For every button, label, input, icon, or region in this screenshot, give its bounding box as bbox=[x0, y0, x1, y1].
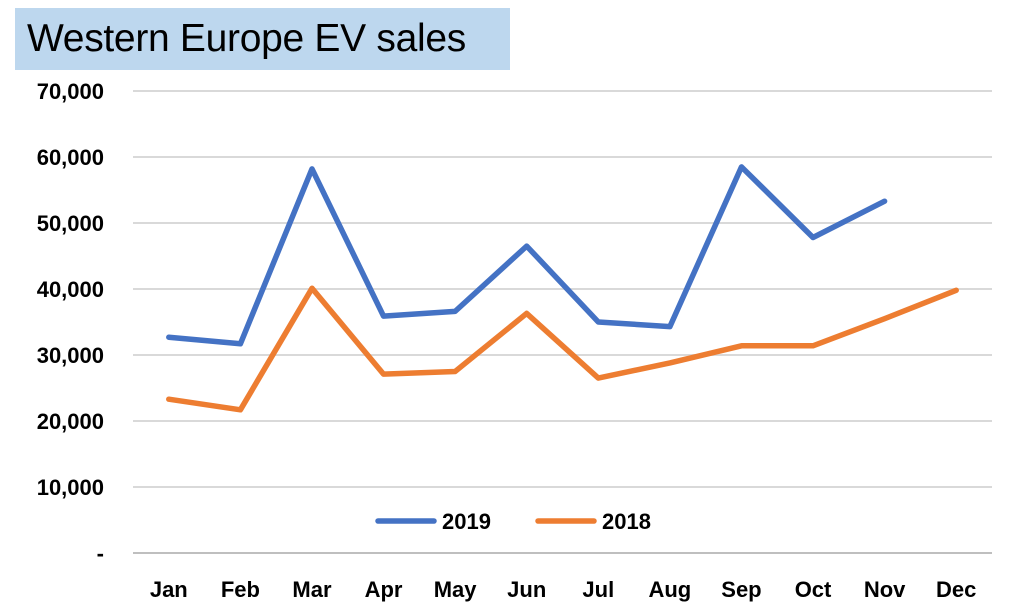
x-tick-label: Dec bbox=[936, 577, 976, 602]
y-tick-label: 70,000 bbox=[37, 79, 104, 104]
y-tick-label: 30,000 bbox=[37, 343, 104, 368]
x-tick-label: Jul bbox=[582, 577, 614, 602]
y-tick-label: 20,000 bbox=[37, 409, 104, 434]
x-tick-label: Aug bbox=[648, 577, 691, 602]
x-tick-label: Jan bbox=[150, 577, 188, 602]
series-line-2019 bbox=[166, 164, 888, 347]
y-tick-label: - bbox=[97, 541, 104, 566]
chart-title: Western Europe EV sales bbox=[27, 17, 466, 60]
legend-label: 2019 bbox=[442, 509, 491, 534]
x-tick-label: Oct bbox=[795, 577, 832, 602]
x-tick-label: Mar bbox=[292, 577, 332, 602]
series-line-2018 bbox=[166, 285, 959, 413]
x-tick-label: Sep bbox=[721, 577, 761, 602]
chart-title-box: Western Europe EV sales bbox=[15, 8, 510, 70]
x-axis-ticks: Jan Feb Mar Apr May Jun Jul Aug Sep Oct Nov Dec bbox=[150, 577, 977, 602]
y-tick-label: 50,000 bbox=[37, 211, 104, 236]
x-tick-label: Feb bbox=[221, 577, 260, 602]
series-lines bbox=[166, 164, 959, 413]
legend: 2019 2018 bbox=[375, 509, 651, 534]
y-tick-label: 10,000 bbox=[37, 475, 104, 500]
x-tick-label: Apr bbox=[365, 577, 403, 602]
y-axis-ticks: - 10,000 20,000 30,000 40,000 50,000 60,000 70,… bbox=[37, 79, 104, 566]
y-tick-label: 40,000 bbox=[37, 277, 104, 302]
legend-label: 2018 bbox=[602, 509, 651, 534]
x-tick-label: Jun bbox=[507, 577, 546, 602]
y-tick-label: 60,000 bbox=[37, 145, 104, 170]
gridlines bbox=[133, 90, 992, 554]
x-tick-label: May bbox=[434, 577, 478, 602]
x-tick-label: Nov bbox=[864, 577, 906, 602]
